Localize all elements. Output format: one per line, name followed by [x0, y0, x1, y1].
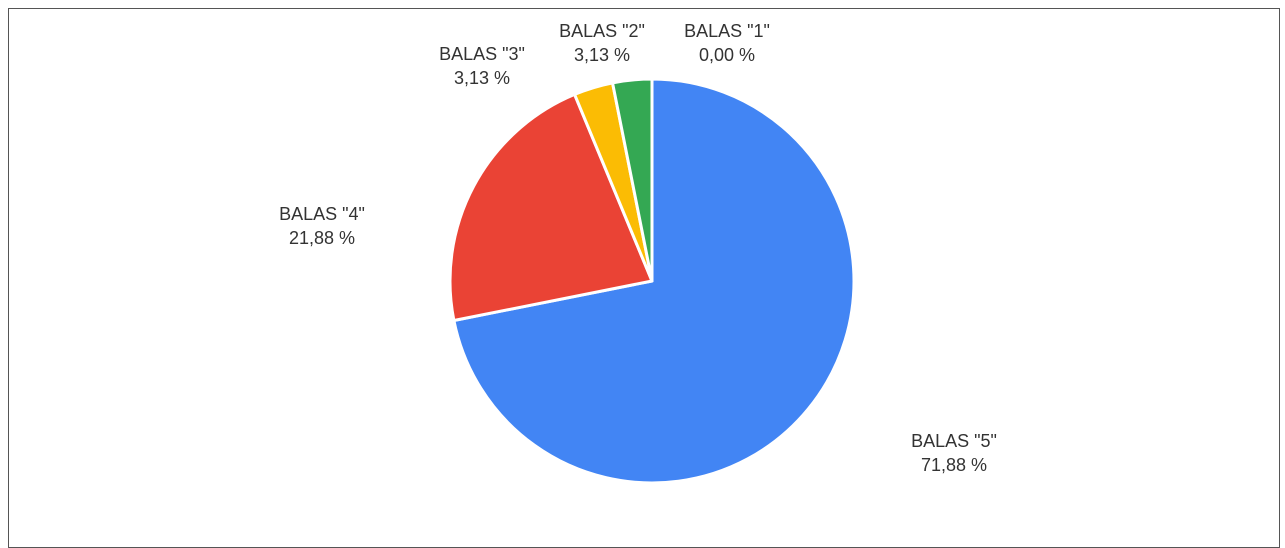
slice-label-value: 3,13 % [574, 45, 630, 65]
slice-label-value: 0,00 % [699, 45, 755, 65]
slice-label-value: 71,88 % [921, 455, 987, 475]
chart-frame: BALAS "5" 71,88 % BALAS "4" 21,88 % BALAS "3… [8, 8, 1280, 548]
slice-label-name: BALAS "2" [559, 21, 645, 41]
slice-label-name: BALAS "1" [684, 21, 770, 41]
pie-chart: BALAS "5" 71,88 % BALAS "4" 21,88 % BALAS "3… [279, 21, 997, 485]
pie-slices [448, 77, 856, 485]
slice-label-value: 21,88 % [289, 228, 355, 248]
slice-label-value: 3,13 % [454, 68, 510, 88]
pie-slice-4 [611, 77, 654, 283]
slice-label-name: BALAS "3" [439, 44, 525, 64]
pie-slice-2 [448, 92, 654, 323]
pie-labels: BALAS "5" 71,88 % BALAS "4" 21,88 % BALAS "3… [279, 21, 997, 475]
slice-label-name: BALAS "5" [911, 431, 997, 451]
pie-slice-1 [452, 77, 856, 485]
slice-label-name: BALAS "4" [279, 204, 365, 224]
